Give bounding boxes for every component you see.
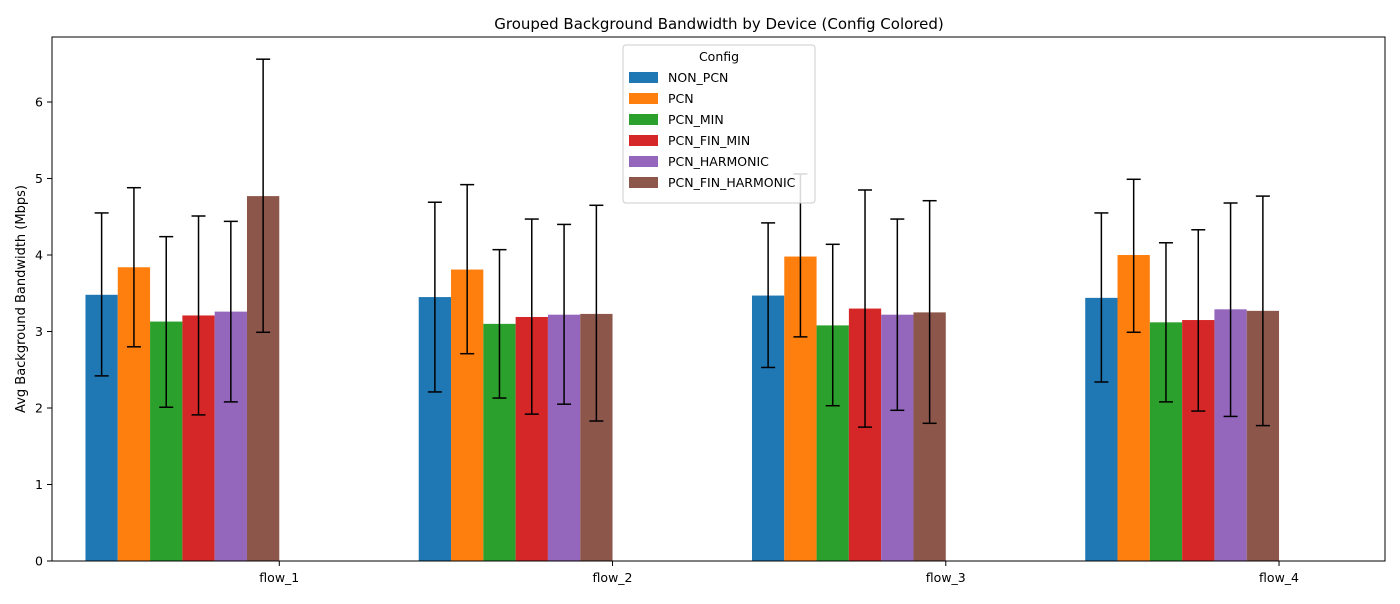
axes-frame <box>51 36 1386 562</box>
chart-title: Grouped Background Bandwidth by Device (… <box>494 15 943 33</box>
legend-box <box>622 44 816 204</box>
legend-swatch <box>629 72 658 83</box>
legend: Config NON_PCN PCN PCN_MIN PCN_FIN_MIN PCN_HA… <box>622 44 816 204</box>
legend-swatch <box>629 135 658 146</box>
x-tick-label: flow_4 <box>1259 570 1299 585</box>
legend-swatch <box>629 156 658 167</box>
legend-label: PCN <box>668 91 694 106</box>
x-tick-label: flow_3 <box>926 570 966 585</box>
plot-area: 0 1 2 3 4 5 6 flow_1 flow_2 flow_3 flow_4 <box>35 36 1386 585</box>
y-tick-label: 2 <box>35 401 43 416</box>
legend-label: PCN_FIN_HARMONIC <box>668 175 796 190</box>
y-tick-label: 0 <box>35 554 43 569</box>
legend-title: Config <box>699 49 739 64</box>
legend-swatch <box>629 93 658 104</box>
y-tick-label: 1 <box>35 477 43 492</box>
y-tick-label: 4 <box>35 248 43 263</box>
legend-label: NON_PCN <box>668 70 728 85</box>
y-axis-label: Avg Background Bandwidth (Mbps) <box>14 185 29 413</box>
x-tick-label: flow_2 <box>593 570 633 585</box>
legend-label: PCN_FIN_MIN <box>668 133 750 148</box>
legend-label: PCN_HARMONIC <box>668 154 769 169</box>
x-tick-label: flow_1 <box>259 570 299 585</box>
legend-label: PCN_MIN <box>668 112 724 127</box>
legend-swatch <box>629 114 658 125</box>
y-tick-label: 5 <box>35 171 43 186</box>
y-tick-label: 3 <box>35 324 43 339</box>
y-tick-label: 6 <box>35 95 43 110</box>
legend-swatch <box>629 177 658 188</box>
